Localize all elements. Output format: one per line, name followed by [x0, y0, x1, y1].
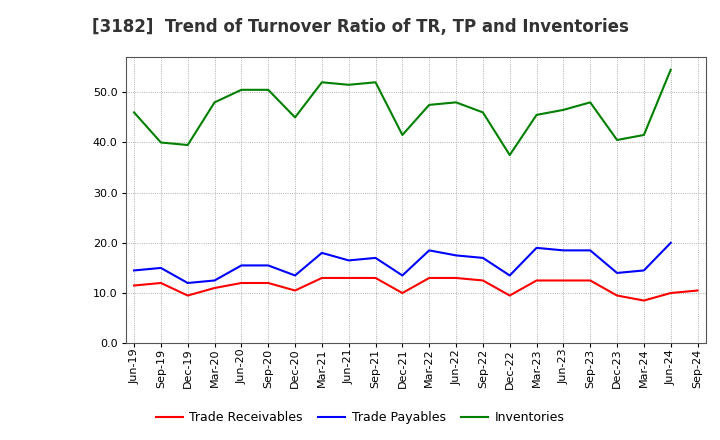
Trade Payables [318, 250, 326, 256]
Inventories [532, 112, 541, 117]
Inventories [613, 137, 621, 143]
Trade Payables [479, 255, 487, 260]
Trade Receivables [344, 275, 353, 281]
Inventories [505, 152, 514, 158]
Trade Receivables [291, 288, 300, 293]
Trade Receivables [130, 283, 138, 288]
Inventories [344, 82, 353, 88]
Inventories [130, 110, 138, 115]
Inventories [586, 100, 595, 105]
Trade Payables [210, 278, 219, 283]
Trade Receivables [667, 290, 675, 296]
Trade Receivables [398, 290, 407, 296]
Trade Payables [505, 273, 514, 278]
Trade Receivables [318, 275, 326, 281]
Trade Receivables [156, 280, 165, 286]
Trade Payables [344, 258, 353, 263]
Text: [3182]  Trend of Turnover Ratio of TR, TP and Inventories: [3182] Trend of Turnover Ratio of TR, TP… [91, 18, 629, 36]
Inventories [156, 140, 165, 145]
Trade Payables [372, 255, 380, 260]
Inventories [372, 80, 380, 85]
Line: Trade Receivables: Trade Receivables [134, 278, 698, 301]
Inventories [184, 143, 192, 148]
Trade Receivables [372, 275, 380, 281]
Inventories [425, 102, 433, 107]
Trade Receivables [210, 286, 219, 291]
Inventories [398, 132, 407, 138]
Trade Receivables [639, 298, 648, 303]
Trade Payables [639, 268, 648, 273]
Trade Receivables [479, 278, 487, 283]
Trade Receivables [613, 293, 621, 298]
Trade Payables [425, 248, 433, 253]
Trade Payables [451, 253, 460, 258]
Trade Receivables [264, 280, 273, 286]
Trade Receivables [184, 293, 192, 298]
Trade Receivables [425, 275, 433, 281]
Inventories [451, 100, 460, 105]
Inventories [559, 107, 567, 113]
Trade Payables [237, 263, 246, 268]
Legend: Trade Receivables, Trade Payables, Inventories: Trade Receivables, Trade Payables, Inven… [150, 407, 570, 429]
Line: Trade Payables: Trade Payables [134, 243, 671, 283]
Inventories [210, 100, 219, 105]
Inventories [237, 87, 246, 92]
Trade Receivables [693, 288, 702, 293]
Trade Payables [586, 248, 595, 253]
Line: Inventories: Inventories [134, 70, 671, 155]
Trade Receivables [451, 275, 460, 281]
Inventories [667, 67, 675, 73]
Trade Receivables [532, 278, 541, 283]
Trade Payables [156, 265, 165, 271]
Inventories [264, 87, 273, 92]
Trade Receivables [237, 280, 246, 286]
Trade Receivables [559, 278, 567, 283]
Trade Receivables [505, 293, 514, 298]
Inventories [479, 110, 487, 115]
Trade Payables [398, 273, 407, 278]
Inventories [639, 132, 648, 138]
Trade Payables [130, 268, 138, 273]
Trade Payables [184, 280, 192, 286]
Trade Payables [667, 240, 675, 246]
Trade Payables [559, 248, 567, 253]
Inventories [291, 115, 300, 120]
Inventories [318, 80, 326, 85]
Trade Receivables [586, 278, 595, 283]
Trade Payables [291, 273, 300, 278]
Trade Payables [264, 263, 273, 268]
Trade Payables [613, 270, 621, 275]
Trade Payables [532, 245, 541, 250]
